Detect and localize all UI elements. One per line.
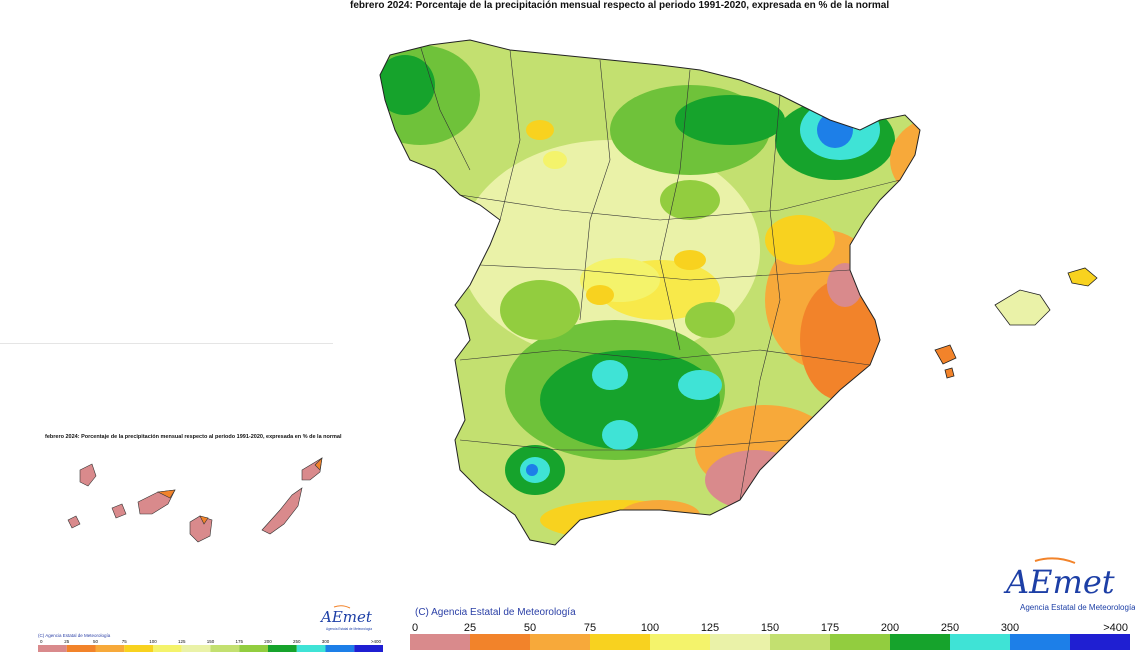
- legend-swatch: [1010, 634, 1070, 650]
- small-legend-tick-label: 175: [235, 639, 243, 644]
- small-legend-tick-label: 300: [322, 639, 330, 644]
- small-legend-tick-label: >400: [371, 639, 382, 644]
- legend-tick-label: >400: [1103, 622, 1128, 634]
- legend-swatch: [410, 634, 470, 650]
- legend-tick-label: 250: [941, 622, 959, 634]
- small-legend-tick-label: 75: [122, 639, 128, 644]
- legend-swatch: [830, 634, 890, 650]
- small-legend-swatch: [268, 645, 297, 652]
- legend-swatch: [650, 634, 710, 650]
- small-legend-tick-label: 100: [149, 639, 157, 644]
- inset-title: febrero 2024: Porcentaje de la precipita…: [45, 434, 342, 440]
- small-legend-swatch: [181, 645, 211, 652]
- legend-tick-label: 125: [701, 622, 719, 634]
- small-legend-swatch: [153, 645, 182, 652]
- legend-swatch: [530, 634, 590, 650]
- small-legend-swatch: [296, 645, 326, 652]
- small-legend-swatch: [354, 645, 383, 652]
- balearic-islands: [934, 267, 1098, 379]
- legend-tick-label: 50: [524, 622, 536, 634]
- legend-swatch: [590, 634, 650, 650]
- legend-swatch: [890, 634, 950, 650]
- small-legend-tick-label: 125: [178, 639, 186, 644]
- small-legend-swatch: [210, 645, 240, 652]
- aemet-logo-subtitle: Agencia Estatal de Meteorología: [1020, 603, 1135, 612]
- color-legend-small: 0 25 50 75 100 125 150 175 200 250 300 >400: [38, 639, 383, 652]
- canary-islands-map: [67, 457, 323, 543]
- map-title: febrero 2024: Porcentaje de la precipita…: [350, 0, 890, 11]
- aemet-logo-wordmark: AEmet: [1003, 563, 1115, 601]
- peninsula-map: [379, 39, 1098, 546]
- small-legend-tick-label: 250: [293, 639, 301, 644]
- legend-tick-label: 200: [881, 622, 899, 634]
- small-legend-swatch: [95, 645, 125, 652]
- legend-swatch: [470, 634, 530, 650]
- small-legend-swatch: [325, 645, 355, 652]
- legend-tick-label: 300: [1001, 622, 1019, 634]
- small-legend-tick-label: 0: [40, 639, 43, 644]
- legend-tick-label: 0: [412, 622, 418, 634]
- small-legend-tick-label: 25: [64, 639, 70, 644]
- legend-tick-label: 25: [464, 622, 476, 634]
- legend-tick-label: 175: [821, 622, 839, 634]
- color-legend: 0 25 50 75 100 125 150 175 200 250 300 >400: [410, 622, 1130, 650]
- legend-tick-label: 150: [761, 622, 779, 634]
- copyright-text-small: (C) Agencia Estatal de Meteorología: [38, 633, 111, 638]
- svg-text:AEmet: AEmet: [319, 608, 373, 626]
- small-legend-tick-label: 150: [207, 639, 215, 644]
- legend-swatch: [1070, 634, 1130, 650]
- aemet-logo: AEmet Agencia Estatal de Meteorología: [1003, 557, 1135, 612]
- small-legend-swatch: [66, 645, 96, 652]
- inset-separator: [0, 343, 333, 344]
- legend-tick-label: 100: [641, 622, 659, 634]
- copyright-text: (C) Agencia Estatal de Meteorología: [415, 607, 576, 618]
- small-legend-tick-label: 50: [93, 639, 99, 644]
- small-legend-swatch: [239, 645, 268, 652]
- small-legend-swatch: [38, 645, 67, 652]
- small-legend-swatch: [124, 645, 153, 652]
- svg-text:Agencia Estatal de Meteorologí: Agencia Estatal de Meteorología: [326, 627, 372, 631]
- aemet-logo-small: AEmet Agencia Estatal de Meteorología: [319, 605, 373, 631]
- legend-swatch: [770, 634, 830, 650]
- legend-tick-label: 75: [584, 622, 596, 634]
- legend-swatch: [950, 634, 1010, 650]
- small-legend-tick-label: 200: [264, 639, 272, 644]
- legend-swatch: [710, 634, 770, 650]
